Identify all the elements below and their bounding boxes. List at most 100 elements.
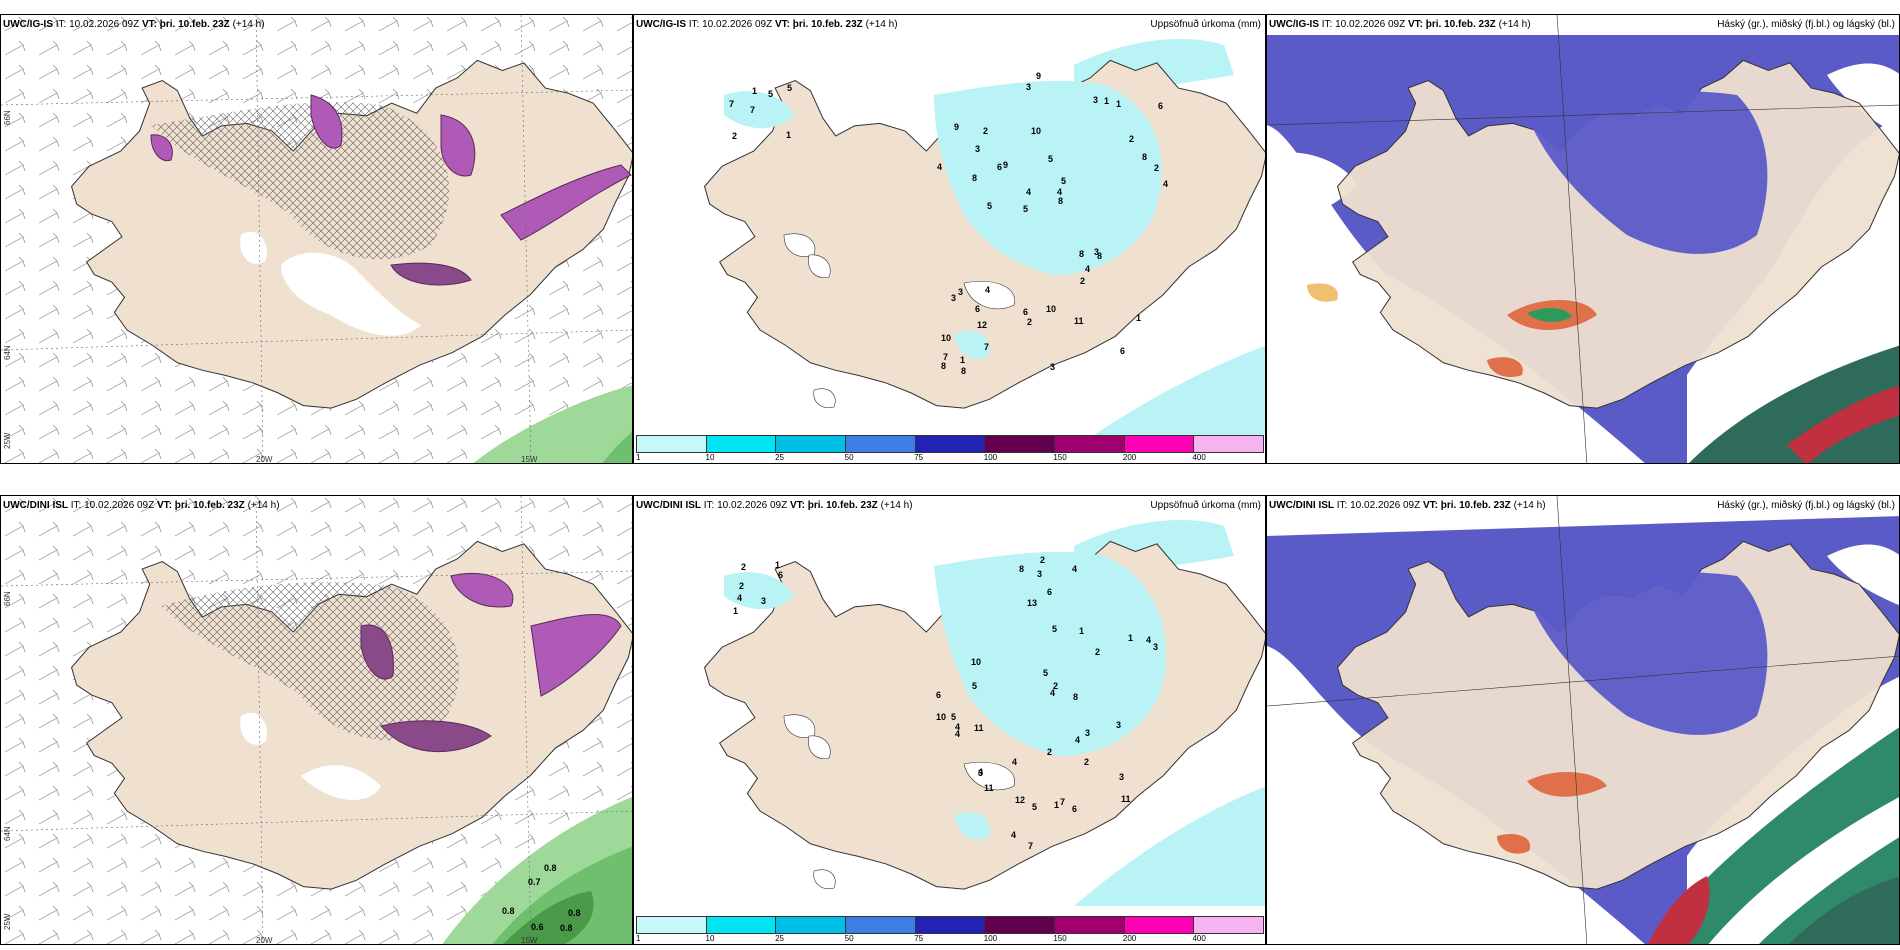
precip-value-label: 6	[1120, 346, 1126, 356]
precip-value-label: 8	[1058, 196, 1064, 206]
precip-value-label: 5	[1032, 802, 1038, 812]
precip-value-label: 4	[955, 722, 961, 732]
precip-value-label: 7	[729, 99, 735, 109]
colorbar-swatch	[985, 917, 1056, 933]
precip-value-label: 3	[1085, 728, 1091, 738]
precip-value-label: 2	[983, 126, 989, 136]
precip-value-label: 2	[1154, 163, 1160, 173]
panel-header: UWC/DINI ISL IT: 10.02.2026 09Z VT: þri.…	[3, 500, 293, 511]
precip-value-label: 3	[975, 144, 981, 154]
panel-cloud-dini-isl: UWC/DINI ISL IT: 10.02.2026 09Z VT: þri.…	[1266, 495, 1900, 945]
vt-label: VT:	[1422, 500, 1438, 511]
lat-label: 64N	[3, 826, 12, 841]
lat-label: 64N	[3, 345, 12, 360]
precip-value-label: 2	[741, 562, 747, 572]
precip-value-label: 8	[1079, 249, 1085, 259]
precip-value-label: 8	[1073, 692, 1079, 702]
it-label: IT:	[70, 500, 82, 511]
precip-value-label: 6	[1023, 307, 1029, 317]
rain-value-label: 0.8	[544, 863, 557, 873]
precip-value-label: 5	[987, 201, 993, 211]
precip-value-label: 8	[1097, 251, 1103, 261]
precip-value-label: 2	[1084, 757, 1090, 767]
snow-area	[530, 614, 622, 697]
precip-value-label: 5	[768, 89, 774, 99]
colorbar-swatch	[1194, 436, 1264, 452]
colorbar-swatch	[776, 436, 847, 452]
rain-value-label: 0.8	[502, 906, 515, 916]
precip-value-label: 3	[958, 287, 964, 297]
precip-value-label: 5	[1023, 204, 1029, 214]
precip-area	[934, 551, 1166, 756]
it-value: 10.02.2026 09Z	[717, 500, 788, 511]
colorbar-tick-label: 400	[1192, 453, 1206, 462]
panel-header: UWC/DINI ISL IT: 10.02.2026 09Z VT: þri.…	[1269, 500, 1546, 511]
precip-value-label: 13	[1027, 598, 1038, 608]
snow-area	[500, 164, 632, 241]
panel-header: UWC/IG-IS IT: 10.02.2026 09Z VT: þri. 10…	[3, 19, 265, 30]
precip-value-label: 6	[1047, 587, 1053, 597]
colorbar-ticks: 1 10 25 50 75 100 150 200 400	[636, 453, 1262, 463]
precip-value-label: 1	[960, 355, 966, 365]
mid-cloud-area	[1527, 771, 1607, 797]
lon-label: 15W	[521, 455, 538, 464]
precip-value-label: 7	[1028, 841, 1034, 851]
it-value: 10.02.2026 09Z	[702, 19, 773, 30]
it-value: 10.02.2026 09Z	[1350, 500, 1421, 511]
precip-value-label: 4	[1050, 688, 1056, 698]
precip-value-label: 3	[951, 293, 957, 303]
precip-value-label: 11	[984, 783, 994, 793]
vt-label: VT:	[156, 500, 172, 511]
vt-label: VT:	[774, 19, 790, 30]
colorbar-tick-label: 100	[983, 934, 998, 943]
lead-time: (+14 h)	[1498, 19, 1531, 30]
panel-title: Uppsöfnuð úrkoma (mm)	[1150, 19, 1261, 30]
colorbar-tick-label: 75	[914, 934, 924, 943]
precip-value-label: 3	[1050, 362, 1056, 372]
precip-area	[934, 80, 1162, 275]
rain-value-label: 0.6	[531, 922, 544, 932]
rain-area	[473, 385, 632, 463]
panel-title: Uppsöfnuð úrkoma (mm)	[1150, 500, 1261, 511]
it-value: 10.02.2026 09Z	[84, 500, 155, 511]
precip-value-label: 5	[1052, 624, 1058, 634]
lead-time: (+14	[247, 500, 268, 511]
precip-value-label: 5	[972, 681, 978, 691]
map-cloud-ig-is	[1267, 15, 1899, 463]
precip-value-label: 2	[1040, 555, 1046, 565]
colorbar-swatch	[846, 917, 916, 933]
colorbar-swatch	[1055, 917, 1125, 933]
precip-value-label: 6	[936, 690, 942, 700]
precip-value-label: 2	[1053, 681, 1059, 691]
precip-value-label: 4	[1057, 187, 1063, 197]
precip-value-label: 2	[1095, 647, 1101, 657]
precip-value-label: 3	[1094, 247, 1100, 257]
precip-value-label: 8	[972, 173, 978, 183]
precip-value-label: 12	[977, 320, 988, 330]
colorbar-tick-label: 200	[1122, 453, 1137, 462]
precip-value-label: 8	[1019, 564, 1025, 574]
colorbar	[636, 916, 1264, 934]
panel-header: UWC/IG-IS IT: 10.02.2026 09Z VT: þri. 10…	[636, 19, 898, 30]
colorbar-tick-label: 10	[705, 934, 715, 943]
precip-value-label: 3	[1116, 720, 1122, 730]
colorbar-swatch	[1055, 436, 1125, 452]
precip-value-label: 9	[954, 122, 960, 132]
panel-cloud-ig-is: UWC/IG-IS IT: 10.02.2026 09Z VT: þri. 10…	[1266, 14, 1900, 464]
precip-value-label: 12	[1015, 795, 1026, 805]
precip-value-label: 2	[1080, 276, 1086, 286]
model-name: UWC/DINI ISL	[636, 500, 701, 511]
map-wind-dini-isl	[1, 496, 632, 944]
it-label: IT:	[55, 19, 67, 30]
precip-area	[724, 91, 794, 129]
vt-value: þri. 10.feb. 23Z	[1425, 19, 1496, 30]
precip-area	[954, 331, 990, 359]
precip-value-label: 1	[775, 560, 781, 570]
precip-value-label: 1	[733, 606, 739, 616]
precip-value-label: 10	[971, 657, 982, 667]
colorbar-swatch	[637, 917, 707, 933]
vt-value: þri. 10.feb. 23Z	[174, 500, 245, 511]
precip-value-label: 3	[1119, 772, 1125, 782]
model-name: UWC/DINI ISL	[1269, 500, 1334, 511]
panel-title: Háský (gr.), miðský (fj.bl.) og lágský (…	[1717, 500, 1895, 511]
